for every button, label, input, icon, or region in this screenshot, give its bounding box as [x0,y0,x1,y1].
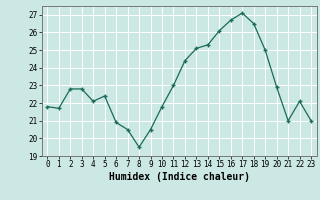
X-axis label: Humidex (Indice chaleur): Humidex (Indice chaleur) [109,172,250,182]
